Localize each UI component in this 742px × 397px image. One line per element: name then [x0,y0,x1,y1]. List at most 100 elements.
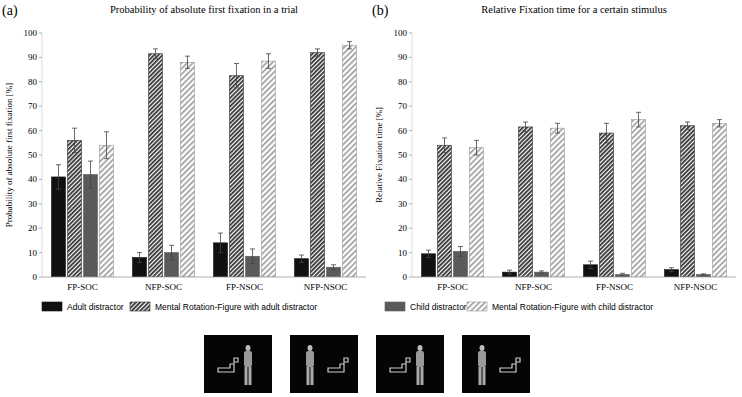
error-bar [507,270,512,274]
y-tick-label: 60 [398,126,408,136]
legend-swatch [130,302,150,311]
y-tick-label: 10 [398,248,408,258]
y-tick-label: 0 [403,272,408,282]
bar [262,61,276,277]
y-tick-label: 70 [398,101,408,111]
bar [519,127,533,277]
error-bar [234,64,239,88]
y-tick [409,228,412,229]
x-tick-label: FP-NSOC [226,282,263,292]
x-tick-label: NFP-NSOC [674,282,718,292]
y-tick-label: 30 [28,199,38,209]
y-tick-label: 10 [28,248,38,258]
y-tick [409,277,412,278]
error-bar [137,253,142,263]
y-tick-label: 90 [398,52,408,62]
y-tick [409,57,412,58]
title: Relative Fixation time for a certain sti… [481,4,666,15]
bar [52,177,66,277]
y-tick-label: 40 [28,174,38,184]
error-bar [539,271,544,273]
y-tick [39,203,42,204]
bars [52,42,357,277]
error-bar [218,233,223,253]
error-bar [315,49,320,56]
error-bar [458,247,463,257]
error-bar [104,132,109,159]
y-tick [409,33,412,34]
y-tick [39,155,42,156]
error-bar [169,245,174,260]
x-axis-line [42,277,366,278]
y-axis-line [412,33,413,277]
y-tick-label: 100 [394,28,408,38]
legend: Adult distractor Mental Rotation-Figure w… [42,302,653,312]
panel: (b) Relative Fixation time for a certain … [372,3,736,292]
panel-label: (b) [372,3,389,19]
y-tick-label: 80 [28,77,38,87]
x-tick-label: FP-SOC [437,282,468,292]
error-bar [185,56,190,68]
error-bar [72,128,77,152]
error-bar [347,42,352,49]
thumbnail [290,335,358,393]
y-tick [409,252,412,253]
error-bar [426,250,431,257]
error-bar [523,122,528,132]
y-tick-label: 40 [398,174,408,184]
error-bar [153,49,158,59]
bar [230,76,244,277]
bar [632,120,646,277]
y-tick [409,203,412,204]
bar [84,175,98,277]
y-tick [39,81,42,82]
y-tick-label: 20 [28,223,38,233]
error-bar [474,140,479,155]
legend-label: Mental Rotation-Figure with adult distra… [155,302,317,312]
legend-swatch [467,302,487,311]
thumbnail [204,335,272,393]
y-tick-label: 90 [28,52,38,62]
bar [181,62,195,277]
error-bar [299,255,304,262]
legend-swatch [42,302,62,311]
error-bar [555,123,560,133]
error-bar [88,161,93,188]
x-tick-label: FP-SOC [67,282,98,292]
x-tick-label: FP-NSOC [596,282,633,292]
panel: (a) Probability of absolute first fixatio… [2,3,366,292]
y-tick [39,106,42,107]
thumbnail [376,335,444,393]
thumbnail [462,335,530,393]
y-tick [39,228,42,229]
title: Probability of absolute first fixation i… [110,4,298,15]
legend-label: Adult distractor [67,302,124,312]
error-bar [669,268,674,272]
error-bar [636,112,641,127]
error-bar [266,54,271,69]
y-tick [39,130,42,131]
bar [470,148,484,277]
x-axis-line [412,277,736,278]
error-bar [331,265,336,270]
y-tick-label: 100 [24,28,38,38]
y-axis-label: Relative Fixation time [%] [374,107,384,203]
y-axis-label: Probability of absolute first fixation [… [4,83,14,228]
bar [343,45,357,277]
bar [713,123,727,277]
panel-label: (a) [2,3,18,19]
y-tick [409,130,412,131]
y-tick-label: 80 [398,77,408,87]
error-bar [250,249,255,264]
error-bar [701,274,706,275]
legend-swatch [385,302,405,311]
y-tick-label: 70 [28,101,38,111]
y-tick [39,33,42,34]
y-tick-label: 50 [28,150,38,160]
bar [551,128,565,277]
y-tick [39,277,42,278]
y-axis-line [42,33,43,277]
y-tick [409,179,412,180]
bar [681,126,695,277]
thumbnails [204,335,530,393]
